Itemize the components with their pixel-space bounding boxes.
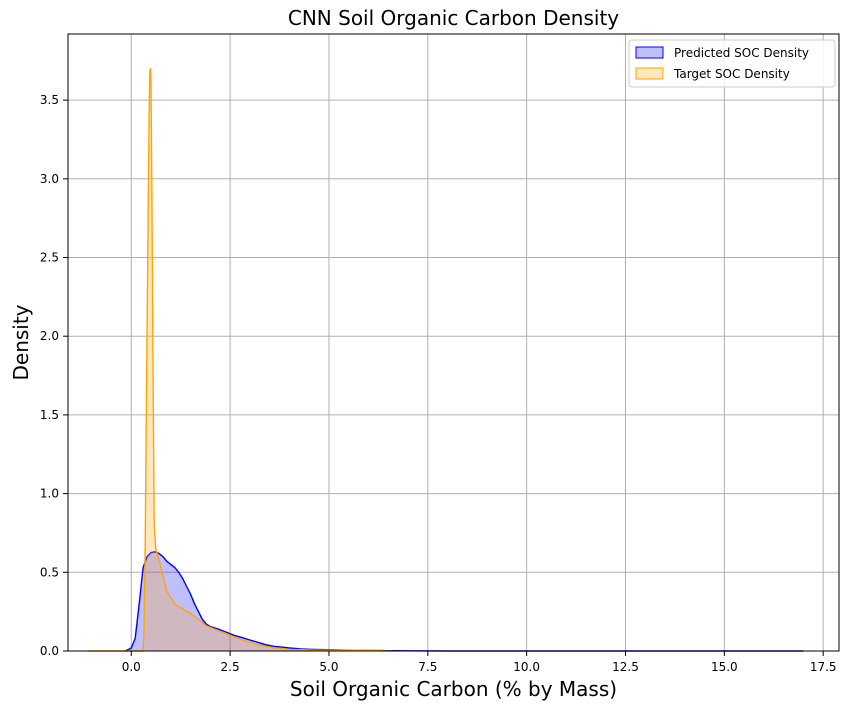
y-tick-label: 1.0 <box>40 487 59 501</box>
plot-frame <box>67 33 840 652</box>
x-tick-label: 2.5 <box>221 660 240 674</box>
x-tick-label: 0.0 <box>122 660 141 674</box>
y-tick-label: 1.5 <box>40 408 59 422</box>
y-tick-label: 2.5 <box>40 251 59 265</box>
series-1-line <box>87 67 393 652</box>
x-axis-label: Soil Organic Carbon (% by Mass) <box>290 677 617 701</box>
x-tick-label: 15.0 <box>711 660 738 674</box>
y-tick-label: 0.0 <box>40 644 59 658</box>
chart-title: CNN Soil Organic Carbon Density <box>288 6 619 30</box>
x-tick-label: 10.0 <box>513 660 540 674</box>
series-1-area <box>87 68 393 652</box>
legend-box <box>628 39 836 88</box>
ticks-layer: 0.0 2.5 5.0 7.5 10.0 12.5 15.0 17.5 0.0 0.5 1.0 1.5… <box>40 93 837 674</box>
legend-label-0: Predicted SOC Density <box>674 46 809 60</box>
y-tick-label: 3.0 <box>40 172 59 186</box>
legend-swatch-1 <box>635 67 664 80</box>
x-tick-label: 17.5 <box>810 660 837 674</box>
x-tick-label: 12.5 <box>612 660 639 674</box>
y-tick-label: 0.5 <box>40 565 59 579</box>
grid-layer <box>68 34 839 652</box>
y-tick-label: 2.0 <box>40 329 59 343</box>
y-axis-label: Density <box>9 304 33 380</box>
series-layer <box>87 67 804 652</box>
y-tick-label: 3.5 <box>40 93 59 107</box>
x-tick-label: 7.5 <box>418 660 437 674</box>
series-0-area <box>125 551 804 651</box>
x-tick-label: 5.0 <box>319 660 338 674</box>
legend-label-1: Target SOC Density <box>673 67 790 81</box>
legend: Predicted SOC Density Target SOC Density <box>628 39 836 88</box>
legend-swatch-0 <box>635 46 664 59</box>
